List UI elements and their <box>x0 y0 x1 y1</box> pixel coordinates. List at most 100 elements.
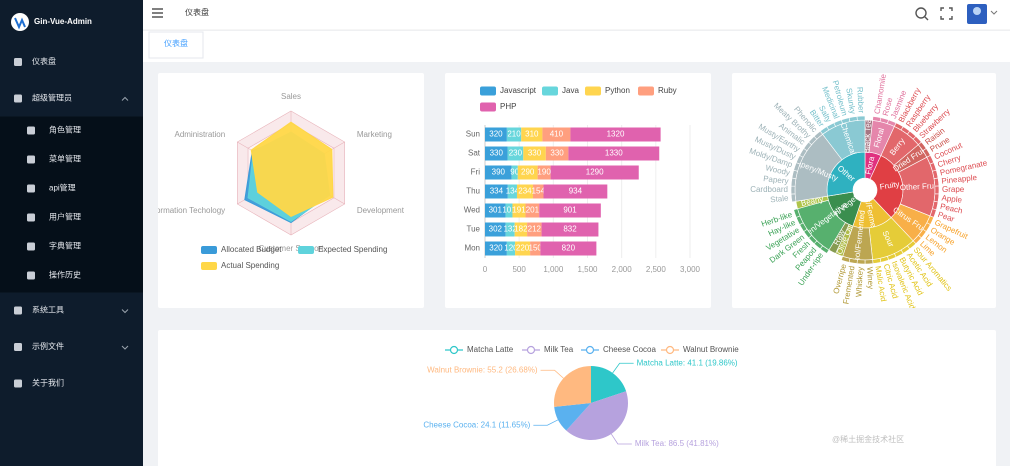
pie-label: Walnut Brownie: 55.2 (26.68%) <box>427 365 538 374</box>
menu-icon <box>14 379 22 388</box>
breadcrumb: 仪表盘 <box>185 7 209 17</box>
bar-value-label: 120 <box>504 244 518 253</box>
legend-label: Allocated Budget <box>221 245 282 254</box>
bar-segment <box>506 127 522 142</box>
bar-segment <box>525 203 540 218</box>
submenu-icon <box>27 213 35 222</box>
bar-segment <box>485 184 508 199</box>
bar-value-label: 901 <box>563 206 577 215</box>
avatar[interactable] <box>967 4 998 24</box>
sunburst-label: Pineapple <box>941 173 978 186</box>
sunburst-label: Flora <box>864 155 877 175</box>
pie-slice <box>554 366 591 407</box>
card: Sales Marketing Development Customer Suppor… <box>158 73 424 308</box>
bar-segment <box>537 165 551 180</box>
bar-value-label: 190 <box>537 168 551 177</box>
legend-label: Java <box>562 86 579 95</box>
menu-icon <box>14 306 22 315</box>
sunburst-label: Skunky <box>844 87 857 114</box>
fullscreen-icon[interactable] <box>940 7 953 20</box>
legend-label: Javascript <box>500 86 537 95</box>
search-icon[interactable] <box>915 7 929 21</box>
bar-segment <box>521 127 543 142</box>
legend-label: Cheese Cocoa <box>603 345 656 354</box>
submenu-label: api管理 <box>49 183 76 193</box>
bar-value-label: 134 <box>506 187 520 196</box>
pie-label: Milk Tea: 86.5 (41.81%) <box>635 439 719 448</box>
submenu-arrow <box>121 309 129 314</box>
bar-segment <box>545 146 569 161</box>
radar-indicator: Marketing <box>357 130 392 139</box>
sunburst-segment <box>872 116 882 122</box>
menu-icon <box>14 58 22 66</box>
x-tick-label: 1,500 <box>577 265 598 274</box>
bar-value-label: 330 <box>490 149 504 158</box>
legend-label: Expected Spending <box>318 245 387 254</box>
bar-value-label: 101 <box>502 206 516 215</box>
pie-label: Cheese Cocoa: 24.1 (11.65%) <box>423 420 530 429</box>
bar-segment <box>517 165 538 180</box>
bar-value-label: 90 <box>510 168 519 177</box>
legend-label: Milk Tea <box>544 345 574 354</box>
legend-label: PHP <box>500 102 516 111</box>
legend-icon <box>201 246 217 254</box>
tab-bar <box>143 31 1010 62</box>
bar-segment <box>527 222 542 237</box>
bar-segment <box>516 184 533 199</box>
bar-segment <box>485 127 507 142</box>
bar-value-label: 210 <box>507 130 521 139</box>
bar-segment <box>485 146 508 161</box>
tab[interactable] <box>148 31 204 59</box>
x-tick-label: 500 <box>512 265 526 274</box>
submenu-icon <box>27 155 35 164</box>
bar-value-label: 320 <box>489 244 503 253</box>
y-tick-label: Tue <box>467 225 481 234</box>
sunburst-label: Winey <box>865 267 875 290</box>
submenu-icon <box>27 242 35 251</box>
sunburst-segment <box>934 185 940 195</box>
card-body: Sales Marketing Development Customer Suppor… <box>158 92 405 270</box>
y-tick-label: Mon <box>464 244 480 253</box>
sunburst-segment <box>864 259 874 265</box>
bar-value-label: 201 <box>526 206 540 215</box>
menu-toggle[interactable] <box>152 8 163 18</box>
bar-segment <box>570 127 661 142</box>
pie-leader <box>540 369 564 379</box>
sunburst-segment <box>933 193 940 203</box>
logo-mark <box>14 17 26 30</box>
logo-icon <box>11 13 29 31</box>
submenu-label: 菜单管理 <box>49 154 81 164</box>
bar-value-label: 212 <box>528 225 542 234</box>
sunburst-label: Apple <box>941 193 963 204</box>
pie-slice <box>591 366 627 403</box>
submenu-bg <box>0 116 143 293</box>
sunburst-segment <box>848 116 858 122</box>
legend-icon-dot <box>526 345 536 355</box>
bar-segment <box>512 203 526 218</box>
legend-icon <box>638 86 654 96</box>
pie-slice <box>554 403 591 431</box>
legend-label: Walnut Brownie <box>683 345 739 354</box>
y-tick-label: Sun <box>466 130 480 139</box>
submenu-label: 角色管理 <box>49 125 81 135</box>
bar-segment <box>550 165 639 180</box>
submenu-arrow <box>121 345 129 350</box>
bar-value-label: 310 <box>525 130 539 139</box>
bar-value-label: 290 <box>521 168 535 177</box>
radar-indicator: Development <box>357 206 405 215</box>
sunburst-segment <box>790 177 797 187</box>
radar-area <box>250 121 334 217</box>
submenu-icon <box>27 271 35 280</box>
sunburst-segment <box>790 193 797 203</box>
x-tick-label: 2,500 <box>646 265 667 274</box>
pie-leader <box>612 362 634 374</box>
bar-segment <box>530 241 541 256</box>
sunburst-label: Papery <box>763 174 789 186</box>
pie-leader <box>610 433 632 445</box>
x-tick-label: 0 <box>483 265 488 274</box>
legend-icon <box>298 246 314 254</box>
